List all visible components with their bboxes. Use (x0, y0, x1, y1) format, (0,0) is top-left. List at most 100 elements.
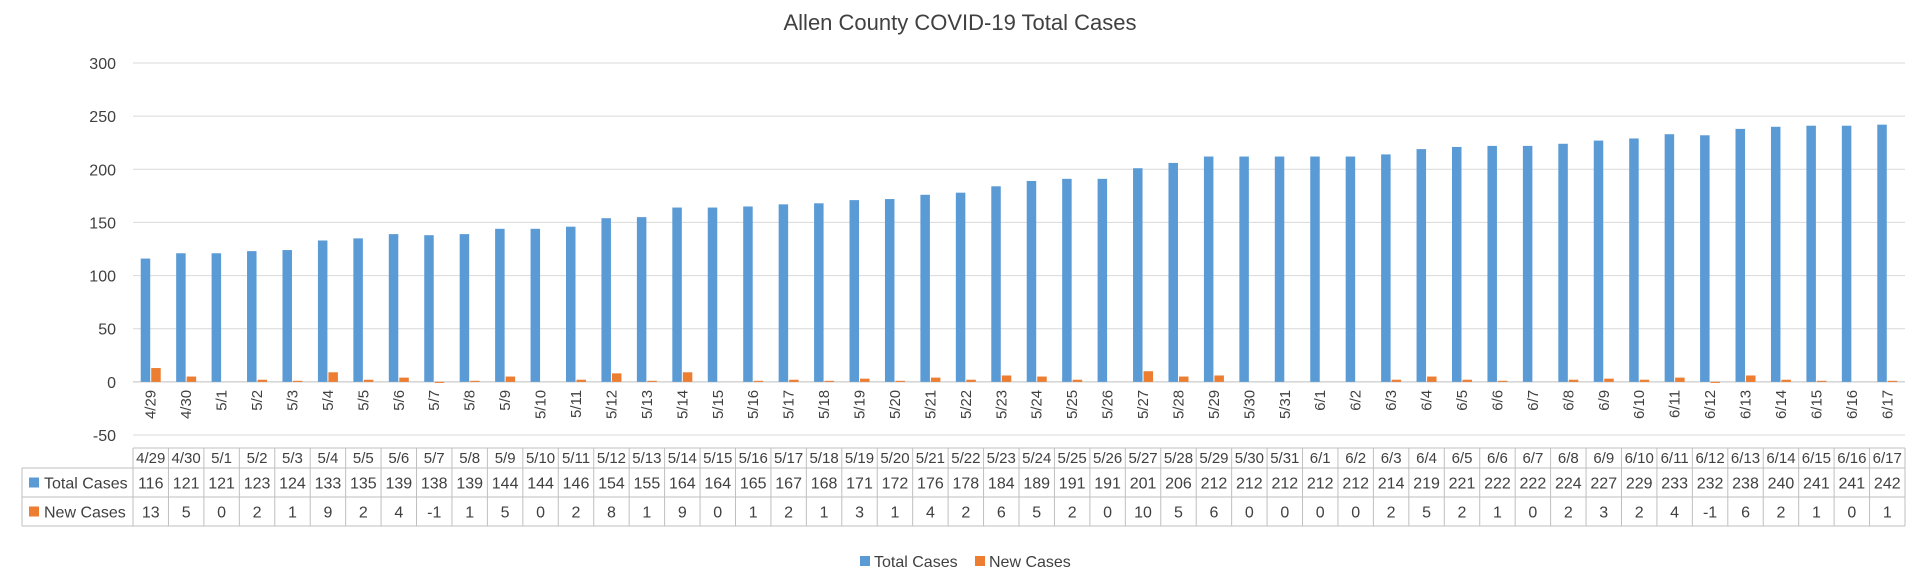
table-cell: 2 (784, 505, 793, 522)
x-tick-label: 6/16 (1844, 390, 1861, 419)
table-cell: 240 (1768, 476, 1795, 493)
new-cases-bar (647, 380, 657, 382)
new-cases-bar (1675, 377, 1685, 382)
total-cases-bar (1381, 154, 1391, 382)
table-cell: 171 (846, 476, 873, 493)
x-tick-label: 6/14 (1773, 390, 1790, 419)
table-cell: 6 (1209, 505, 1218, 522)
total-cases-bar (1345, 156, 1356, 382)
table-cell: 212 (1236, 476, 1263, 493)
table-cell: 222 (1484, 476, 1511, 493)
new-cases-bar (363, 379, 374, 382)
table-cell: 241 (1838, 476, 1865, 493)
table-cell: 138 (421, 476, 448, 493)
table-cell: 2 (1068, 505, 1077, 522)
new-cases-bar (1143, 371, 1154, 382)
table-header-cell: 5/18 (809, 450, 838, 467)
table-cell: 212 (1342, 476, 1369, 493)
total-cases-bar (1522, 145, 1533, 382)
table-cell: 0 (1528, 505, 1537, 522)
table-header-cell: 6/4 (1416, 450, 1437, 467)
table-cell: 172 (882, 476, 909, 493)
total-cases-bar (495, 228, 505, 382)
table-row-label: New Cases (44, 505, 126, 522)
table-cell: 144 (527, 476, 554, 493)
table-cell: 212 (1271, 476, 1298, 493)
table-row-label: Total Cases (44, 476, 128, 493)
x-tick-label: 5/2 (249, 390, 266, 411)
table-header-cell: 5/11 (562, 450, 590, 467)
new-cases-bar (966, 379, 976, 382)
x-tick-label: 5/13 (639, 390, 656, 419)
x-tick-label: 5/7 (426, 390, 443, 411)
table-header-cell: 5/24 (1022, 450, 1051, 467)
x-tick-label: 4/29 (143, 390, 160, 419)
table-header-cell: 5/19 (845, 450, 874, 467)
table-cell: 0 (536, 505, 545, 522)
x-tick-label: 6/17 (1879, 390, 1896, 419)
total-cases-bar (1487, 145, 1497, 382)
total-cases-bar (247, 251, 257, 382)
table-header-cell: 5/25 (1058, 450, 1087, 467)
new-cases-bar (1746, 375, 1756, 382)
table-cell: 165 (740, 476, 767, 493)
table-cell: 1 (749, 505, 758, 522)
y-tick-label: 300 (89, 56, 116, 73)
table-header-cell: 5/30 (1235, 450, 1264, 467)
table-cell: 176 (917, 476, 944, 493)
total-cases-bar (920, 194, 930, 382)
table-cell: 232 (1697, 476, 1724, 493)
table-header-cell: 6/6 (1487, 450, 1508, 467)
total-cases-bar (1310, 156, 1320, 382)
table-header-cell: 5/22 (951, 450, 980, 467)
new-cases-bar (1710, 381, 1721, 383)
table-cell: 184 (988, 476, 1015, 493)
total-cases-bar (1168, 162, 1178, 382)
table-header-cell: 5/14 (668, 450, 697, 467)
total-cases-bar (849, 200, 860, 382)
total-cases-bar (991, 186, 1001, 382)
table-cell: 191 (1094, 476, 1121, 493)
x-tick-label: 6/12 (1702, 390, 1719, 419)
x-tick-label: 5/25 (1064, 390, 1081, 419)
table-cell: 229 (1626, 476, 1653, 493)
data-table: 4/29 4/30 5/1 5/2 5/3 5/4 5/5 5/6 5/7 5/8 5/9 5/10 5… (21, 447, 1906, 527)
table-cell: 0 (1847, 505, 1856, 522)
table-cell: 121 (208, 476, 235, 493)
x-tick-label: 5/31 (1277, 390, 1294, 419)
table-cell: 4 (926, 505, 935, 522)
table-header-cell: 5/2 (247, 450, 268, 467)
new-cases-bar (328, 372, 338, 382)
table-header-cell: 4/29 (136, 450, 165, 467)
table-cell: 224 (1555, 476, 1582, 493)
table-cell: 241 (1803, 476, 1830, 493)
table-header-cell: 5/15 (703, 450, 732, 467)
table-header-cell: 6/16 (1837, 450, 1866, 467)
x-tick-label: 5/30 (1241, 390, 1258, 419)
table-cell: 124 (279, 476, 306, 493)
table-cell: 4 (394, 505, 403, 522)
total-cases-bar (566, 226, 576, 382)
new-cases-bar (1781, 379, 1791, 382)
total-cases-bar (1770, 126, 1781, 382)
x-tick-label: 5/3 (284, 390, 301, 411)
chart-title: Allen County COVID-19 Total Cases (784, 10, 1137, 35)
table-header-cell: 6/14 (1766, 450, 1795, 467)
y-tick-label: 50 (98, 322, 116, 339)
table-header-cell: 5/16 (739, 450, 768, 467)
x-tick-label: 6/4 (1419, 390, 1436, 411)
table-cell: 0 (1103, 505, 1112, 522)
new-cases-bar (1639, 379, 1650, 382)
table-header-cell: 6/17 (1873, 450, 1902, 467)
new-cases-bar (151, 368, 161, 382)
table-header-cell: 6/7 (1522, 450, 1543, 467)
table-cell: 1 (891, 505, 900, 522)
gridlines (133, 62, 1905, 436)
x-tick-label: 6/3 (1383, 390, 1400, 411)
new-cases-bar (611, 373, 622, 382)
new-cases-bar (1072, 379, 1083, 382)
new-cases-bar (1037, 376, 1047, 382)
total-cases-bar (1806, 125, 1816, 382)
table-header-cell: 6/5 (1452, 450, 1473, 467)
total-cases-bar (1239, 156, 1249, 382)
